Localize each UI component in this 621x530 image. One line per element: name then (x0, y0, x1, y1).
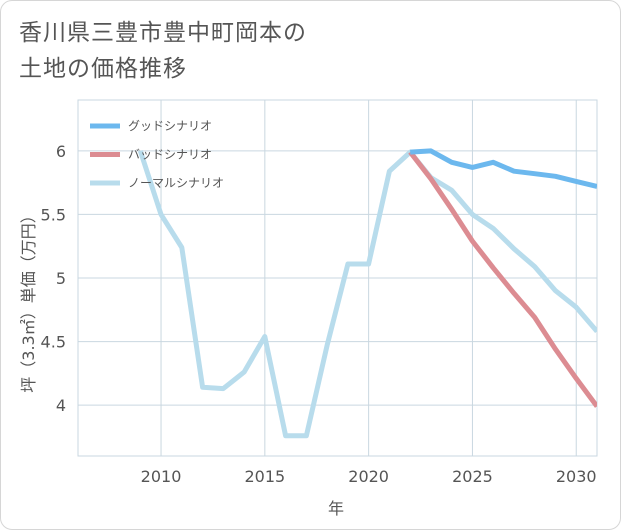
x-tick-label: 2030 (556, 467, 597, 486)
y-tick-label: 4 (56, 396, 66, 415)
series-lines (137, 148, 597, 439)
grid (77, 99, 598, 457)
legend-label-bad: バッドシナリオ (128, 148, 212, 162)
y-axis-label: 坪（3.3㎡）単価（万円） (19, 207, 38, 392)
x-axis-label: 年 (328, 499, 344, 518)
series-line-good (410, 148, 597, 189)
y-tick-label: 6 (56, 142, 66, 161)
series-line-normal (137, 149, 597, 439)
x-tick-label: 2015 (244, 467, 285, 486)
x-tick-label: 2025 (452, 467, 493, 486)
chart-title: 香川県三豊市豊中町岡本の 土地の価格推移 (19, 15, 439, 87)
series-line-bad (408, 150, 597, 408)
y-tick-label: 4.5 (41, 333, 66, 352)
chart-title-line2: 土地の価格推移 (19, 56, 187, 82)
x-tick-label: 2020 (348, 467, 389, 486)
legend-label-normal: ノーマルシナリオ (128, 176, 224, 190)
legend-label-good: グッドシナリオ (128, 119, 212, 133)
x-tick-label: 2010 (141, 467, 182, 486)
chart-title-line1: 香川県三豊市豊中町岡本の (19, 20, 307, 46)
y-tick-label: 5.5 (41, 205, 66, 224)
axes: 2010 2015 2020 2025 2030 4 4.5 5 5.5 6 (41, 142, 597, 486)
y-tick-label: 5 (56, 269, 66, 288)
